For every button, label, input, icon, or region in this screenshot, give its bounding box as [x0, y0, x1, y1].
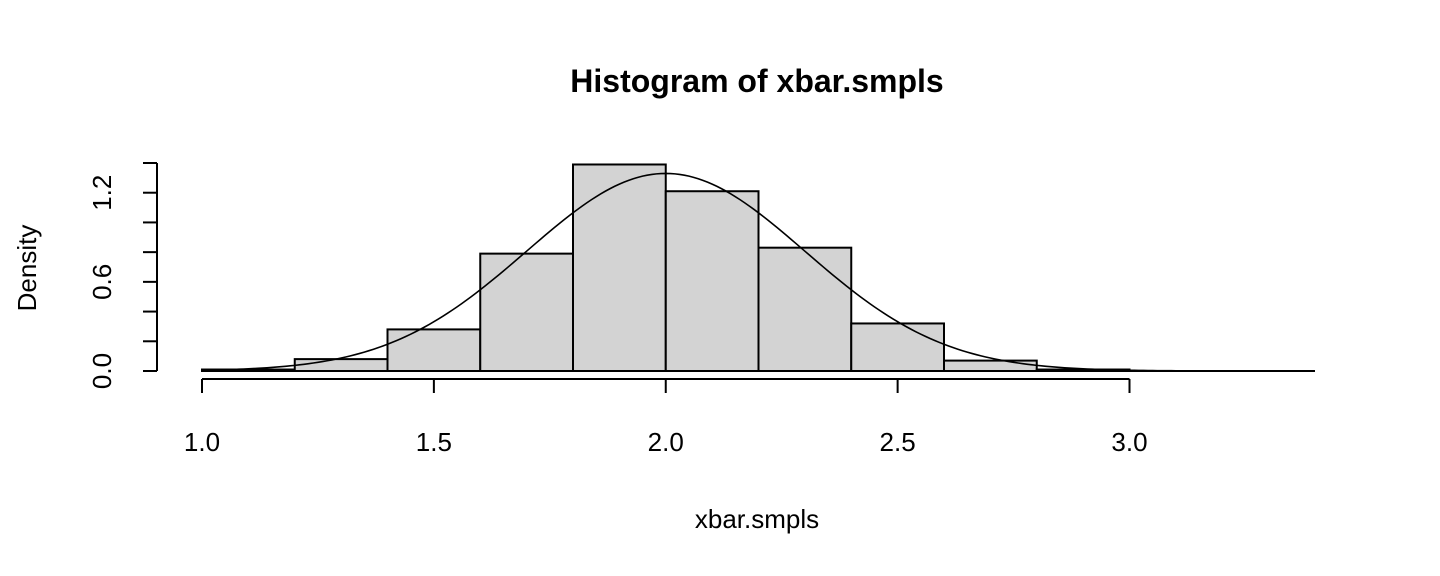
y-tick-label-1: 0.0 [87, 353, 117, 389]
histogram-bar-7 [757, 246, 853, 372]
histogram-bar-3 [386, 328, 482, 372]
x-tick-label-1: 1.0 [184, 427, 220, 457]
x-tick-label-5: 3.0 [1111, 427, 1147, 457]
x-tick-label-2: 1.5 [416, 427, 452, 457]
density-curve-layer [201, 172, 1315, 372]
histogram-bar-5 [572, 163, 667, 372]
histogram-bar-9 [943, 359, 1038, 373]
histogram-bar-4 [479, 252, 574, 372]
histogram-bar-2 [293, 358, 389, 373]
y-tick-label-3: 1.2 [87, 175, 117, 211]
x-tick-label-3: 2.0 [648, 427, 684, 457]
x-tick-label-4: 2.5 [880, 427, 916, 457]
y-axis: 0.0 0.6 1.2 [87, 162, 158, 389]
chart-title: Histogram of xbar.smpls [570, 63, 943, 99]
x-axis-label: xbar.smpls [695, 504, 819, 534]
histogram-bars [201, 163, 1315, 373]
density-curve [201, 172, 1315, 372]
x-axis: 1.0 1.5 2.0 2.5 3.0 [184, 378, 1148, 457]
histogram-bar-8 [850, 322, 945, 373]
histogram-bar-6 [664, 190, 760, 372]
y-axis-label: Density [12, 225, 42, 312]
y-tick-label-2: 0.6 [87, 264, 117, 300]
